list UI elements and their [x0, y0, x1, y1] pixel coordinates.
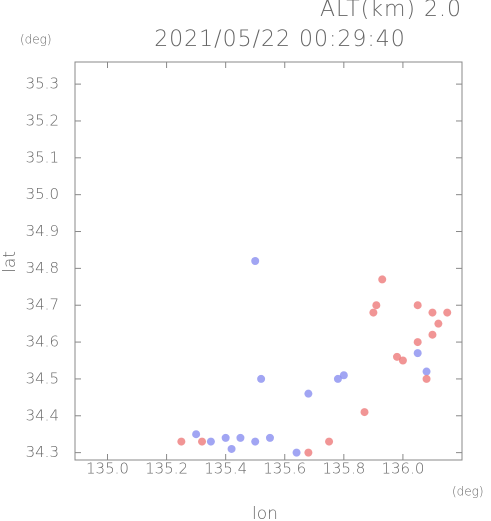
y-tick-label: 34.4 [26, 406, 59, 424]
radar-echo [198, 437, 207, 446]
radar-echo [369, 308, 378, 317]
y-tick-label: 34.7 [26, 296, 59, 314]
y-axis-label: lat [0, 251, 20, 273]
y-tick-label: 35.3 [26, 75, 59, 93]
radar-echo [333, 374, 342, 383]
y-tick-label: 34.9 [26, 222, 59, 240]
radar-echo [428, 308, 437, 317]
radar-echo [339, 371, 348, 380]
radar-echo [378, 275, 387, 284]
radar-echo [236, 433, 245, 442]
radar-echo [393, 352, 402, 361]
radar-echo [304, 448, 313, 457]
x-tick-label: 135.8 [322, 460, 365, 478]
radar-echo [372, 301, 381, 310]
x-unit: (deg) [452, 485, 484, 499]
radar-echo [304, 389, 313, 398]
radar-echo [257, 374, 266, 383]
plot-frame [74, 61, 463, 461]
x-tick-label: 135.0 [86, 460, 129, 478]
radar-echo [422, 367, 431, 376]
y-tick-label: 34.5 [26, 369, 59, 387]
radar-echo [292, 448, 301, 457]
radar-echo [443, 308, 452, 317]
radar-echo [221, 433, 230, 442]
radar-echo [325, 437, 334, 446]
radar-echo [227, 444, 236, 453]
radar-echo [192, 430, 201, 439]
radar-echo [206, 437, 215, 446]
radar-echo [413, 349, 422, 358]
y-unit: (deg) [20, 33, 52, 47]
radar-echo [265, 433, 274, 442]
radar-echo [360, 408, 369, 417]
x-tick-label: 135.4 [204, 460, 247, 478]
radar-echo [422, 374, 431, 383]
altitude-label: ALT(km) 2.0 [320, 0, 462, 22]
radar-echo [398, 356, 407, 365]
y-tick-label: 35.1 [26, 148, 59, 166]
x-axis-label: lon [252, 504, 278, 521]
x-tick-label: 135.6 [263, 460, 306, 478]
radar-echo [413, 301, 422, 310]
radar-echo [434, 319, 443, 328]
y-tick-label: 35.2 [26, 111, 59, 129]
y-tick-label: 34.6 [26, 333, 59, 351]
radar-echo [413, 338, 422, 347]
x-tick-label: 135.2 [145, 460, 188, 478]
y-tick-label: 35.0 [26, 185, 59, 203]
y-tick-label: 34.8 [26, 259, 59, 277]
y-tick-label: 34.3 [26, 443, 59, 461]
radar-echo [177, 437, 186, 446]
chart-title: 2021/05/22 00:29:40 [154, 27, 406, 52]
radar-echo [251, 257, 260, 265]
x-tick-label: 136.0 [381, 460, 424, 478]
radar-echo [251, 437, 260, 446]
radar-echo [428, 330, 437, 339]
